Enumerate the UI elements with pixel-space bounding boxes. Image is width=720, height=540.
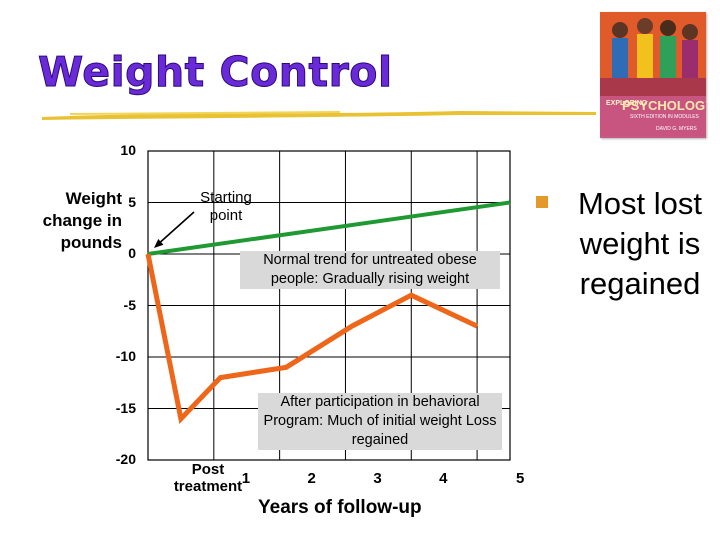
book-cover-band: EXPLORING PSYCHOLOGY SIXTH EDITION IN MO… xyxy=(600,96,706,136)
x-axis-label: Years of follow-up xyxy=(258,497,422,518)
y-tick-label: 5 xyxy=(128,193,136,210)
y-tick-label: -15 xyxy=(115,399,136,416)
start-arrow-line xyxy=(155,211,195,247)
x-tick-label: 4 xyxy=(439,470,448,487)
book-subtitle: SIXTH EDITION IN MODULES xyxy=(630,114,699,120)
starting-point-annotation: Starting point xyxy=(200,189,252,224)
y-tick-label: 0 xyxy=(128,245,136,261)
normal-trend-annotation: Normal trend for untreated obese people:… xyxy=(240,251,500,289)
book-cover-image: EXPLORING PSYCHOLOGY SIXTH EDITION IN MO… xyxy=(600,12,706,138)
book-cover-illustration xyxy=(600,12,706,98)
x-tick-label: 5 xyxy=(516,470,525,487)
y-tick-label: 10 xyxy=(120,142,136,158)
start-arrowhead-icon xyxy=(154,238,164,248)
book-author: DAVID G. MYERS xyxy=(656,126,697,132)
bullet-square-icon xyxy=(536,196,548,208)
book-title: PSYCHOLOGY xyxy=(622,98,706,113)
title-underline xyxy=(42,111,596,120)
x-tick-label: 2 xyxy=(307,470,316,487)
x-tick-label: 1 xyxy=(241,470,251,487)
x-tick-label-post-treatment: Post treatment xyxy=(173,461,243,495)
y-tick-label: -20 xyxy=(115,451,136,467)
book-prefix: EXPLORING xyxy=(606,100,648,107)
series-line-untreated xyxy=(147,200,511,256)
plot-frame xyxy=(147,150,511,461)
y-tick-label: -10 xyxy=(115,348,136,364)
y-tick-label: -5 xyxy=(123,296,136,313)
bullet-text: Most lost weight is regained xyxy=(577,186,703,301)
after-program-annotation: After participation in behavioral Progra… xyxy=(258,393,502,450)
slide-title: Weight Control xyxy=(38,48,393,97)
y-axis-label: Weight change in pounds xyxy=(42,189,122,252)
x-tick-label: 3 xyxy=(373,470,382,487)
